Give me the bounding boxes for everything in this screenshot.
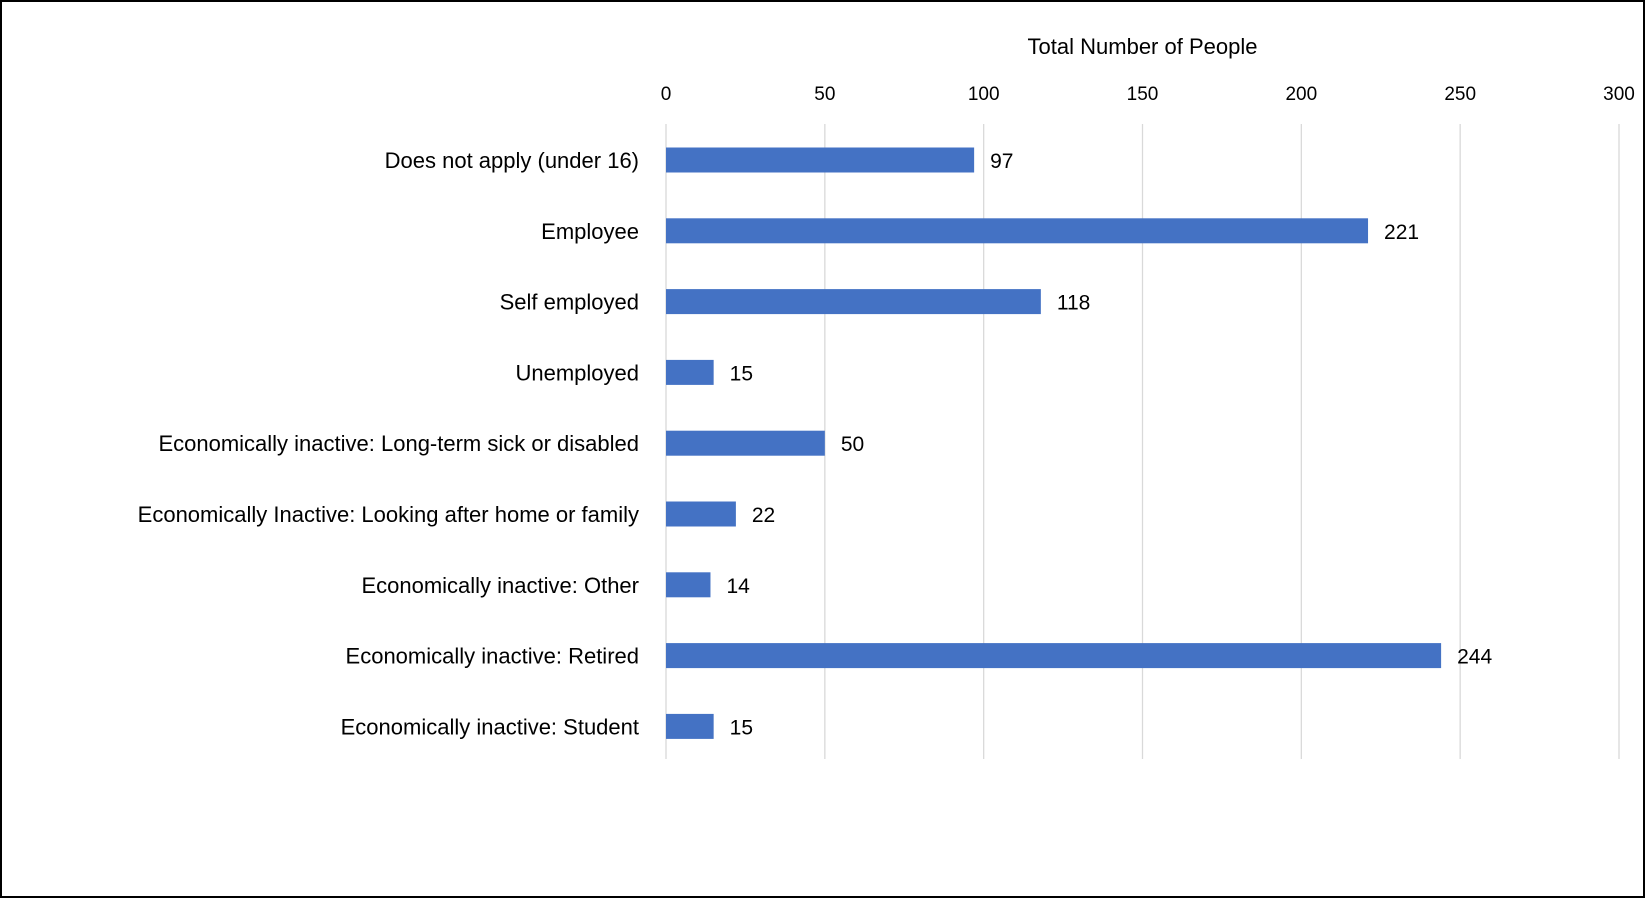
data-label: 14 bbox=[726, 575, 750, 598]
x-tick-label: 200 bbox=[1285, 84, 1317, 105]
bar bbox=[666, 289, 1041, 315]
bar bbox=[666, 572, 711, 598]
category-label: Economically Inactive: Looking after hom… bbox=[138, 502, 639, 527]
data-label: 97 bbox=[990, 150, 1013, 173]
x-tick-label: 100 bbox=[968, 84, 1000, 105]
bar bbox=[666, 147, 975, 173]
data-label: 221 bbox=[1384, 221, 1419, 244]
category-label: Employee bbox=[541, 219, 639, 244]
category-label: Economically inactive: Long-term sick or… bbox=[158, 431, 639, 456]
x-tick-label: 150 bbox=[1127, 84, 1159, 105]
category-label: Economically inactive: Retired bbox=[346, 644, 639, 669]
category-label: Unemployed bbox=[515, 360, 639, 385]
data-label: 50 bbox=[841, 433, 864, 456]
x-tick-label: 300 bbox=[1603, 84, 1635, 105]
data-label: 118 bbox=[1057, 292, 1090, 315]
category-labels: Does not apply (under 16) Employee Self em… bbox=[138, 148, 639, 739]
data-label: 244 bbox=[1457, 646, 1492, 669]
bar bbox=[666, 430, 825, 456]
data-labels: 97 221 118 15 50 22 14 244 15 bbox=[726, 150, 1492, 739]
x-tick-label: 50 bbox=[814, 84, 835, 105]
category-label: Economically inactive: Other bbox=[361, 573, 639, 598]
category-label: Does not apply (under 16) bbox=[385, 148, 639, 173]
bar bbox=[666, 501, 736, 527]
x-tick-label: 0 bbox=[661, 84, 672, 105]
bars bbox=[666, 147, 1442, 739]
bar bbox=[666, 218, 1369, 244]
data-label: 22 bbox=[752, 504, 775, 527]
category-label: Economically inactive: Student bbox=[341, 714, 639, 739]
category-label: Self employed bbox=[500, 290, 639, 315]
bar bbox=[666, 643, 1442, 669]
data-label: 15 bbox=[730, 716, 753, 739]
data-label: 15 bbox=[730, 362, 753, 385]
bar bbox=[666, 713, 714, 739]
x-axis-title: Total Number of People bbox=[1028, 34, 1258, 59]
bar bbox=[666, 359, 714, 385]
x-tick-label: 250 bbox=[1444, 84, 1476, 105]
x-axis-ticks: 0 50 100 150 200 250 300 bbox=[661, 84, 1635, 105]
